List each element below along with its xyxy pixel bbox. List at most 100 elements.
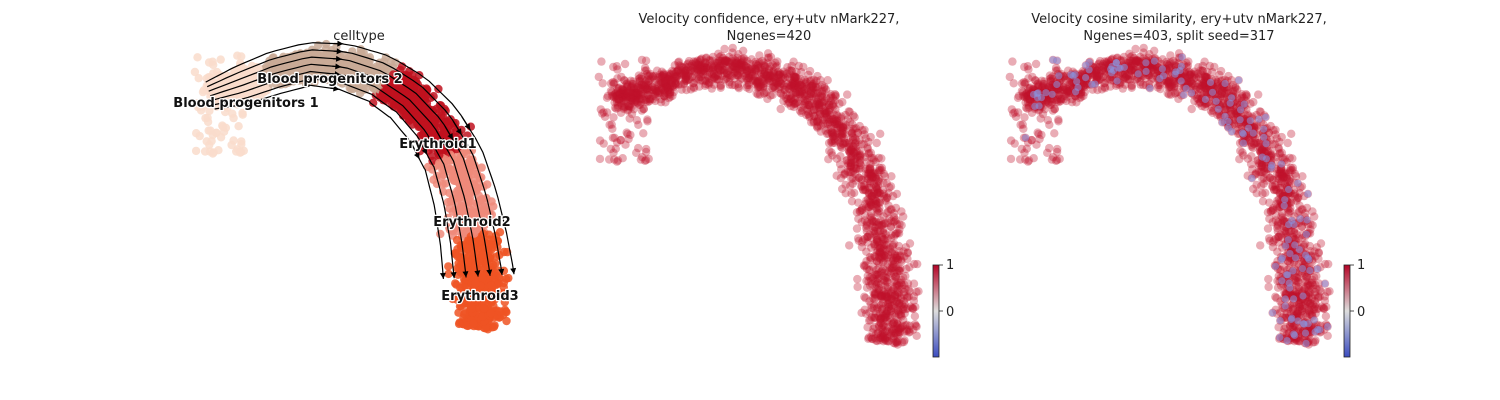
- cell-point: [750, 75, 759, 85]
- cell-point: [848, 179, 857, 188]
- cell-point: [887, 172, 896, 181]
- cell-point: [850, 188, 859, 198]
- cell-point: [889, 318, 899, 327]
- cell-point: [797, 88, 806, 97]
- cell-point: [830, 120, 840, 129]
- cell-point: [887, 295, 896, 304]
- cell-point: [896, 264, 905, 273]
- cell-point: [820, 83, 829, 93]
- cell-point: [872, 265, 881, 275]
- cell-point: [799, 97, 808, 106]
- cell-point: [873, 235, 882, 244]
- cell-point: [880, 172, 890, 181]
- cell-point: [896, 294, 906, 303]
- cell-point: [860, 262, 869, 271]
- cell-point: [462, 321, 471, 330]
- cell-point: [793, 79, 802, 88]
- cell-point: [482, 218, 491, 227]
- cell-point: [871, 174, 880, 184]
- cell-point: [903, 254, 912, 264]
- cell-point: [892, 338, 901, 347]
- cell-point: [871, 157, 880, 167]
- cell-point: [892, 189, 902, 199]
- cell-point: [795, 81, 804, 90]
- cell-point: [681, 66, 690, 76]
- cell-point: [841, 130, 850, 139]
- cell-point: [635, 100, 644, 110]
- cell-point: [862, 247, 871, 256]
- cell-point: [785, 92, 794, 101]
- cell-point: [490, 267, 499, 277]
- cell-point: [886, 306, 896, 315]
- cell-point: [805, 66, 815, 76]
- cell-point: [473, 223, 483, 232]
- cell-point: [876, 313, 885, 323]
- cell-point: [710, 62, 720, 71]
- cell-point: [666, 88, 675, 97]
- cell-point: [612, 98, 622, 107]
- cell-point: [704, 78, 714, 87]
- cell-point: [868, 195, 877, 204]
- cell-point: [656, 98, 666, 107]
- cell-point: [881, 301, 890, 310]
- cell-point: [824, 155, 833, 164]
- cell-point: [872, 138, 881, 148]
- cell-point: [894, 266, 903, 275]
- cell-point: [764, 66, 774, 75]
- cell-point: [848, 174, 857, 183]
- cell-point: [486, 281, 496, 290]
- cell-point: [738, 62, 747, 72]
- cell-point: [383, 82, 393, 92]
- cell-point: [767, 73, 777, 82]
- cell-point: [639, 80, 649, 89]
- cell-point: [721, 58, 730, 67]
- cell-point: [836, 124, 845, 133]
- cell-point: [758, 65, 767, 75]
- cell-point: [636, 80, 646, 90]
- cell-point: [680, 71, 689, 80]
- cell-point: [712, 74, 721, 84]
- cell-point: [887, 205, 896, 214]
- cell-point: [878, 304, 887, 314]
- cell-point: [841, 189, 850, 198]
- cell-point: [808, 80, 818, 89]
- cell-point: [910, 320, 920, 329]
- cell-point: [888, 319, 897, 328]
- cell-point: [892, 251, 901, 261]
- cell-point: [776, 104, 785, 114]
- streamline-arrowhead: [474, 270, 481, 277]
- cell-point: [613, 74, 622, 83]
- cell-point: [883, 253, 892, 262]
- panel2-colorbar-label-1: 1: [946, 258, 954, 273]
- cell-point: [193, 53, 202, 62]
- cell-point: [607, 88, 617, 97]
- cell-point: [793, 82, 802, 91]
- cell-point: [660, 79, 670, 89]
- cell-point: [848, 120, 857, 129]
- cell-point: [883, 306, 892, 316]
- cell-point: [853, 274, 862, 284]
- cell-point: [441, 179, 450, 188]
- cell-point: [446, 139, 455, 148]
- cell-point: [797, 86, 806, 96]
- cell-point: [633, 98, 642, 107]
- cell-point: [623, 81, 632, 90]
- cell-point: [867, 209, 876, 218]
- cell-point: [452, 235, 462, 245]
- cell-point: [209, 69, 218, 78]
- cell-point: [900, 287, 909, 297]
- cell-point: [886, 182, 896, 191]
- cell-point: [708, 52, 718, 62]
- cell-point: [846, 158, 855, 168]
- cell-point: [459, 205, 468, 214]
- cell-point: [879, 329, 888, 338]
- cell-point: [716, 66, 725, 76]
- cell-point: [698, 69, 708, 79]
- cell-point: [849, 166, 858, 176]
- cell-point: [911, 321, 921, 331]
- cell-point: [631, 91, 640, 101]
- panel1-streamlines: [205, 40, 517, 279]
- cell-point: [732, 64, 741, 74]
- cell-point: [204, 58, 214, 67]
- cell-point: [890, 292, 900, 302]
